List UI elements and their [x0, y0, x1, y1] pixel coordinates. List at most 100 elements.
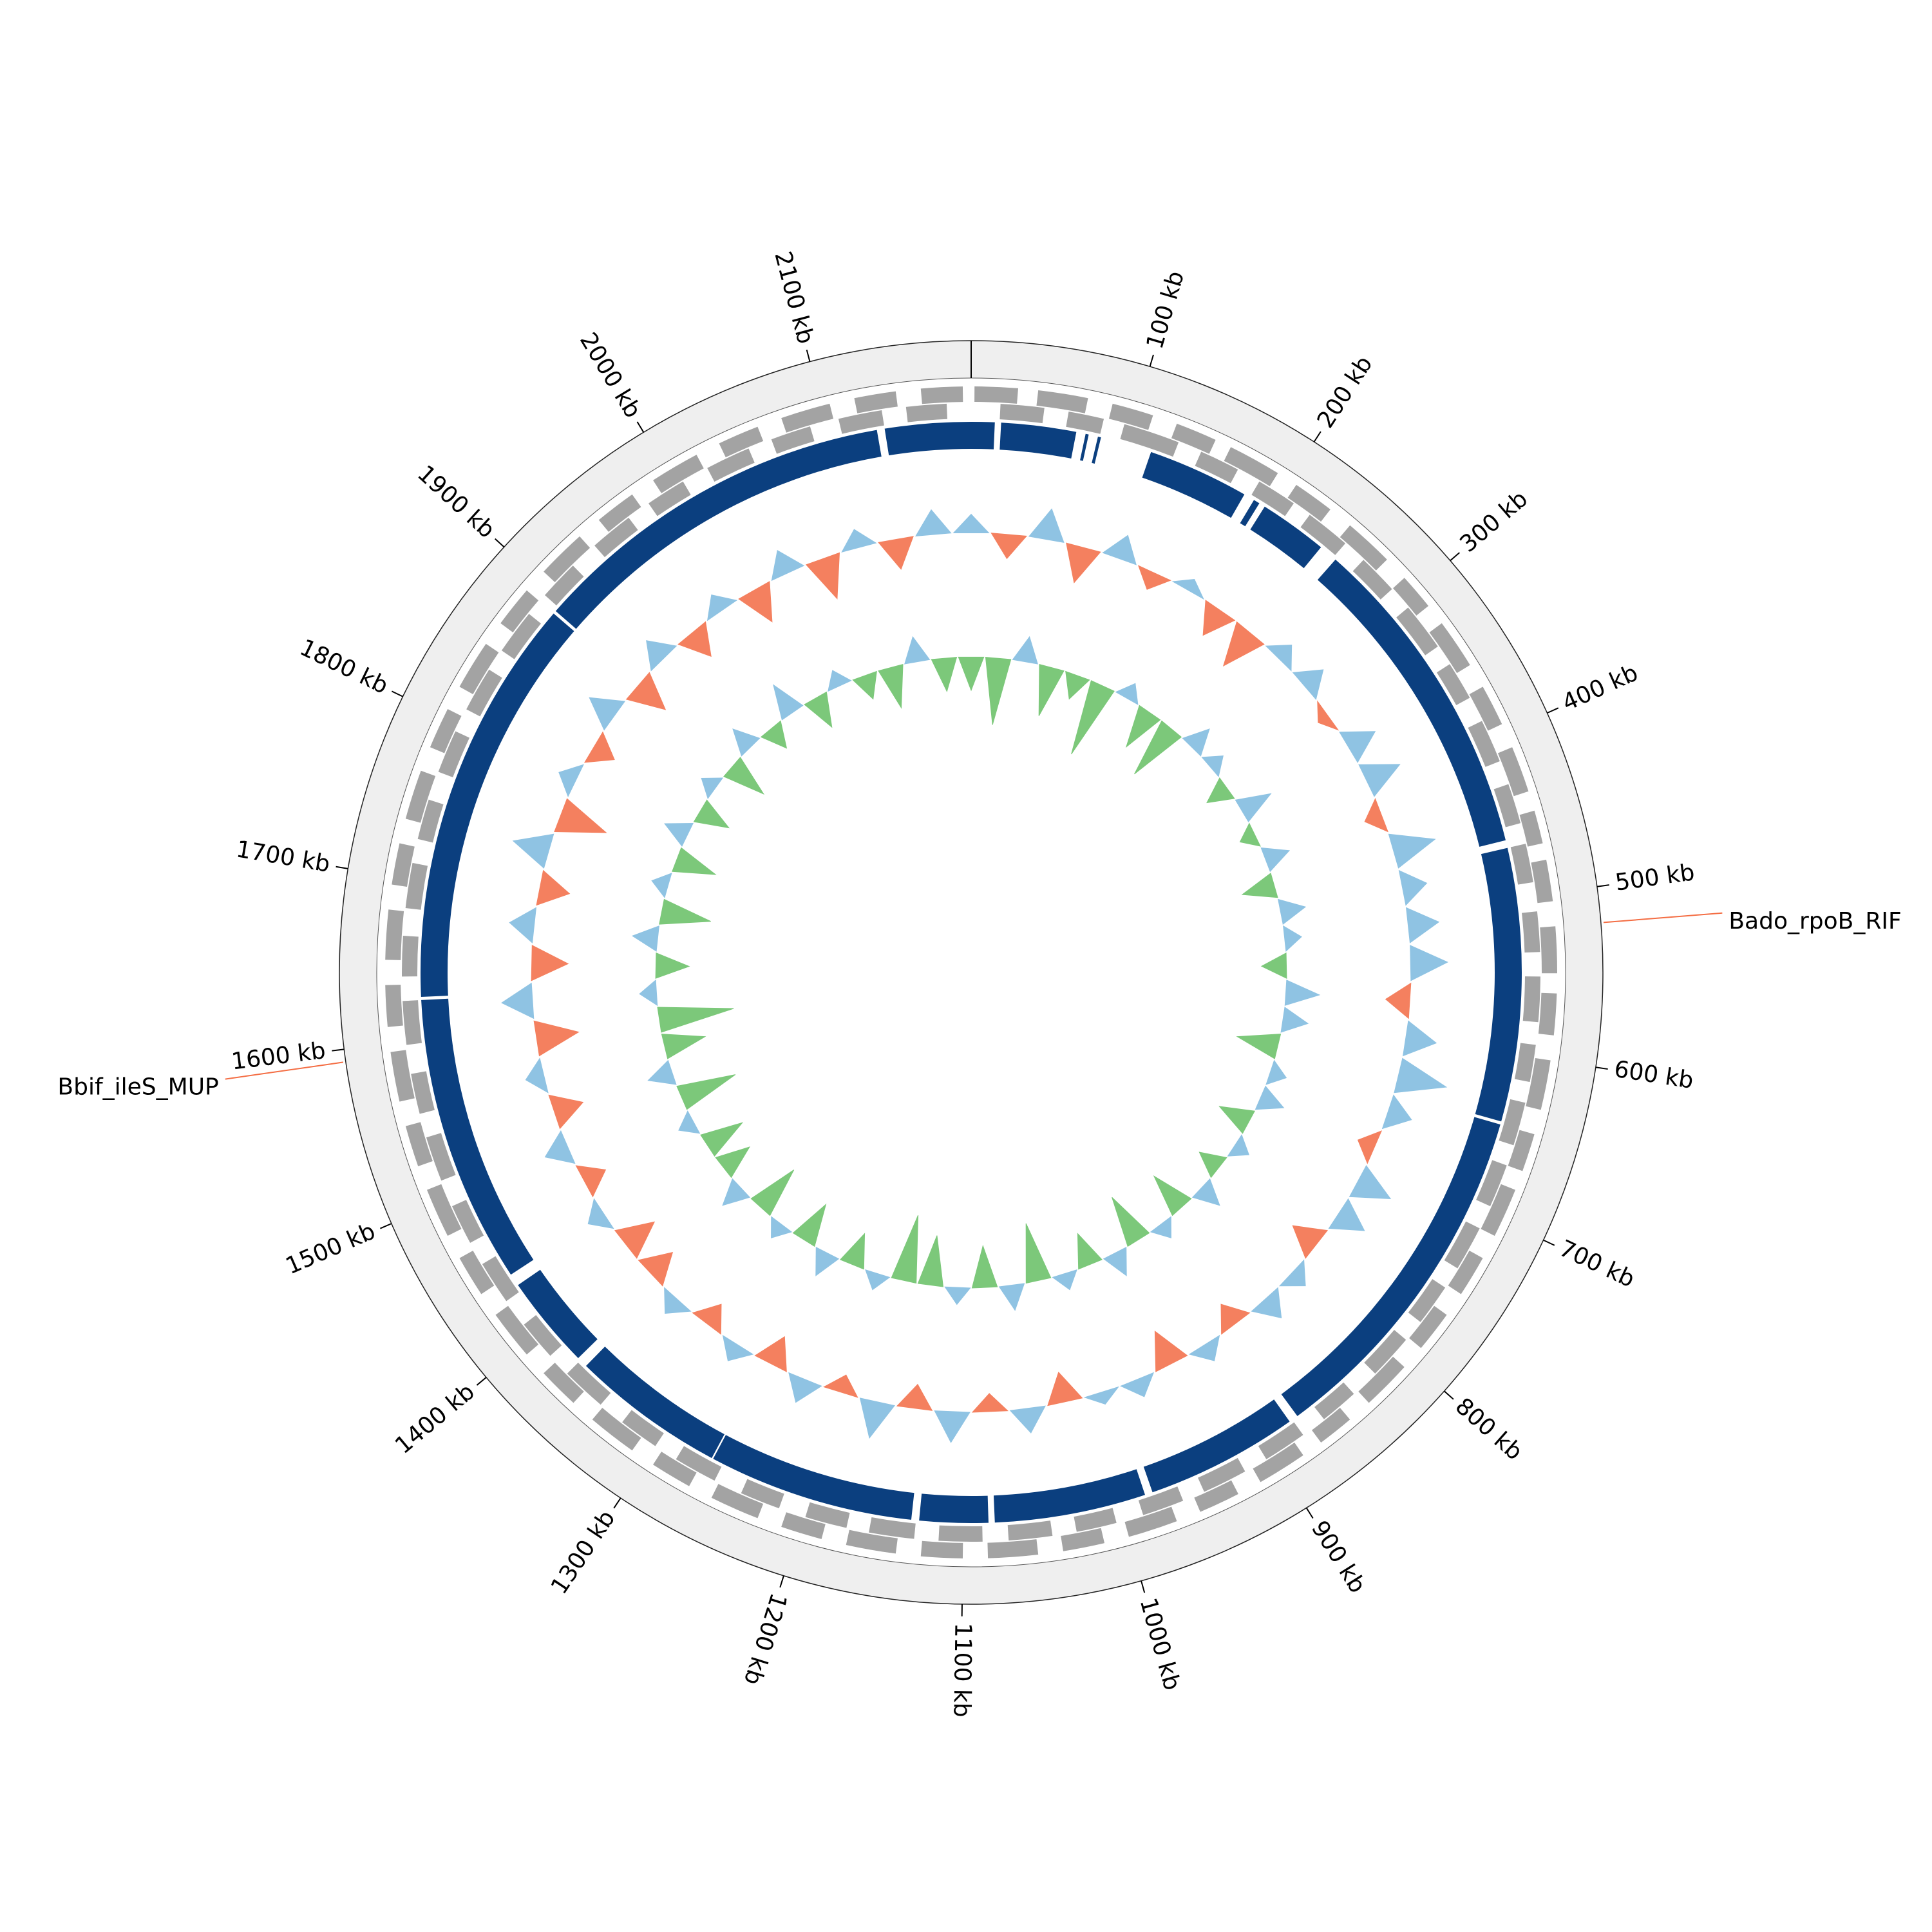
gene [1396, 607, 1438, 656]
gene [1311, 1407, 1350, 1443]
gene [390, 1050, 415, 1102]
gc-skew-spike [723, 757, 765, 795]
gene [1195, 451, 1238, 484]
gc-content-spike [587, 1198, 614, 1229]
gene [385, 985, 403, 1027]
gc-content-spike [1405, 907, 1440, 943]
gc-skew-spike [1201, 755, 1224, 777]
tick-mark [613, 1497, 621, 1509]
gene [1444, 1221, 1480, 1269]
tick-mark [806, 349, 811, 362]
gene [974, 386, 1019, 404]
gc-content-spike [1265, 644, 1293, 672]
gc-content-spike [1120, 1372, 1155, 1397]
gc-content-spike [614, 1221, 656, 1259]
gene [719, 426, 764, 458]
gc-content-spike [554, 798, 607, 833]
tick-label: 2000 kb [574, 328, 646, 422]
gc-skew-spike [773, 684, 804, 721]
tick-label: 1500 kb [282, 1218, 379, 1280]
gc-skew-spike [1065, 670, 1090, 700]
tick-label: 1100 kb [948, 1623, 976, 1718]
gene [653, 1452, 697, 1486]
contig [999, 422, 1077, 459]
tick-label: 1700 kb [234, 836, 332, 878]
gc-skew-spike [971, 1244, 998, 1289]
gc-content-spike [625, 672, 667, 710]
gc-skew-spike [1052, 1269, 1077, 1291]
gc-skew-spike [815, 1246, 840, 1276]
gene [920, 1540, 963, 1558]
gene [1514, 1043, 1536, 1083]
tick-mark [1443, 1390, 1454, 1400]
gene [1364, 1329, 1406, 1374]
gene [920, 386, 963, 404]
gc-skew-spike [839, 1233, 866, 1270]
gc-skew-spike [865, 1269, 891, 1291]
tick-label: 800 kb [1450, 1393, 1528, 1466]
gc-content-spike [1385, 982, 1412, 1019]
gc-skew-spike [828, 670, 852, 692]
gc-content-spike [1394, 1057, 1448, 1094]
gc-content-spike [646, 640, 677, 672]
gc-content-spike [738, 581, 773, 623]
gc-content-spike [1083, 1386, 1120, 1405]
annotation-line [1603, 912, 1723, 923]
gene [1476, 1160, 1507, 1207]
tick-label: 300 kb [1455, 486, 1533, 558]
gc-content-spike [841, 529, 877, 553]
gc-content-spike [1402, 1020, 1437, 1057]
gene [1198, 1457, 1245, 1492]
gc-content-spike [533, 1020, 580, 1057]
tick-mark [1547, 707, 1559, 714]
gc-skew-spike [1103, 1246, 1127, 1276]
gc-content-spike [1410, 945, 1448, 981]
gc-content-spike [677, 621, 712, 658]
gc-skew-spike [732, 728, 761, 757]
gc-content-spike [531, 945, 569, 981]
gene [417, 799, 444, 843]
gc-content-spike [971, 1393, 1009, 1413]
gene [1481, 1184, 1516, 1236]
gc-content-spike [1357, 1130, 1383, 1164]
contig [1080, 433, 1089, 461]
gc-skew-spike [651, 873, 672, 898]
contig [518, 1269, 598, 1358]
gene [592, 1407, 641, 1451]
gc-content-spike [548, 1094, 584, 1130]
gc-content-spike [915, 509, 952, 537]
gene [1138, 1486, 1184, 1515]
gc-skew-spike [631, 925, 659, 952]
tick-mark [332, 1048, 345, 1052]
gc-content-spike [1398, 869, 1428, 906]
gc-skew-spike [985, 656, 1012, 725]
gene [1522, 976, 1540, 1023]
gene [544, 536, 591, 583]
gene [711, 1484, 764, 1519]
gc-skew-spike [1260, 952, 1287, 979]
gc-content-spike [1154, 1331, 1188, 1372]
gene [1287, 484, 1331, 522]
gc-content-spike [509, 907, 537, 944]
gene [905, 403, 948, 422]
gene [1493, 784, 1521, 828]
gc-content-spike [583, 731, 615, 763]
gene [1499, 1099, 1526, 1146]
gc-skew-spike [1239, 822, 1261, 847]
gene [805, 1502, 850, 1528]
gene [1358, 1356, 1405, 1403]
gc-skew-spike [1265, 1059, 1287, 1085]
gene [1526, 1057, 1551, 1110]
gene [1074, 1508, 1117, 1532]
gc-content-spike [1317, 700, 1340, 731]
gc-content-spike [1137, 565, 1171, 590]
tick-mark [1149, 354, 1154, 367]
gc-skew-spike [1235, 793, 1272, 822]
gc-content-spike [1339, 731, 1376, 763]
gc-content-spike [501, 982, 535, 1019]
tick-label: 1600 kb [230, 1037, 327, 1075]
gc-content-spike [990, 533, 1028, 560]
gc-content-spike [1009, 1405, 1046, 1434]
gc-content-spike [512, 833, 554, 869]
